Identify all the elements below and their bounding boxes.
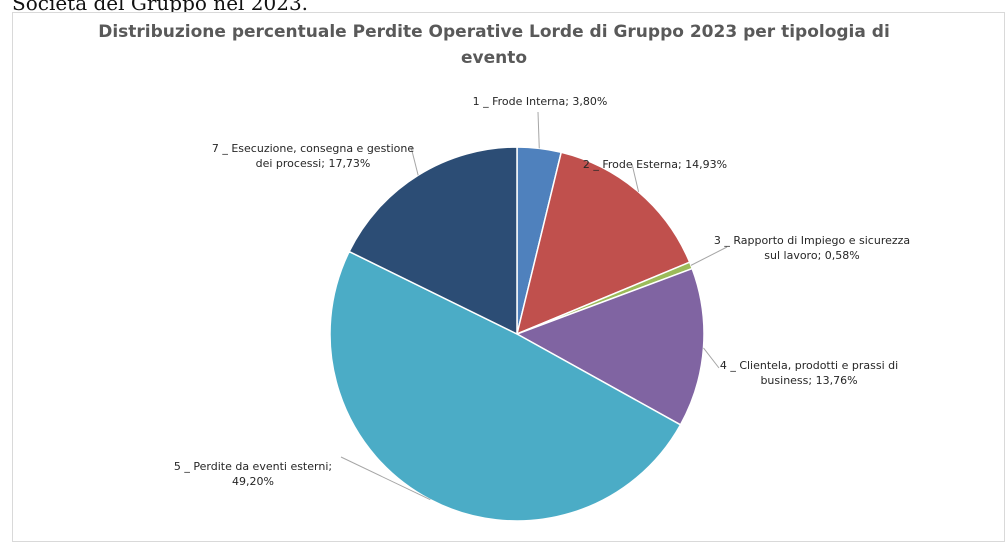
data-label-3-line-1: 3 _ Rapporto di Impiego e sicurezza xyxy=(714,234,910,247)
data-label-4-line-2: business; 13,76% xyxy=(760,374,857,387)
pie-slice-5 xyxy=(329,250,682,522)
leader-line-3 xyxy=(690,246,728,266)
page-caption-text: Società del Gruppo nel 2023. xyxy=(12,0,309,15)
data-label-5-line-2: 49,20% xyxy=(232,475,274,488)
pie-slice-4 xyxy=(515,267,705,426)
data-label-6-line-1: 7 _ Esecuzione, consegna e gestione xyxy=(212,142,415,155)
data-label-3-line-2: sul lavoro; 0,58% xyxy=(764,249,859,262)
data-labels: 1 _ Frode Interna; 3,80% 2 _ Frode Estern… xyxy=(174,95,910,488)
pie-chart: Distribuzione percentuale Perdite Operat… xyxy=(98,22,910,522)
leader-line-1 xyxy=(537,111,540,149)
leader-lines xyxy=(340,111,728,501)
leader-line-5 xyxy=(340,456,431,501)
pie-slices xyxy=(329,146,705,522)
data-label-6-line-2: dei processi; 17,73% xyxy=(256,157,371,170)
data-label-2-line-1: 2 _ Frode Esterna; 14,93% xyxy=(583,158,727,171)
data-label-5-line-1: 5 _ Perdite da eventi esterni; xyxy=(174,460,332,473)
leader-line-6 xyxy=(410,146,419,176)
leader-line-4 xyxy=(703,347,720,369)
data-label-4-line-1: 4 _ Clientela, prodotti e prassi di xyxy=(720,359,898,372)
pie-slice-6 xyxy=(348,146,518,336)
chart-title-line-1: Distribuzione percentuale Perdite Operat… xyxy=(98,22,890,42)
data-label-1-line-1: 1 _ Frode Interna; 3,80% xyxy=(473,95,608,108)
chart-title-line-2: evento xyxy=(461,48,527,68)
leader-line-2 xyxy=(631,163,640,193)
